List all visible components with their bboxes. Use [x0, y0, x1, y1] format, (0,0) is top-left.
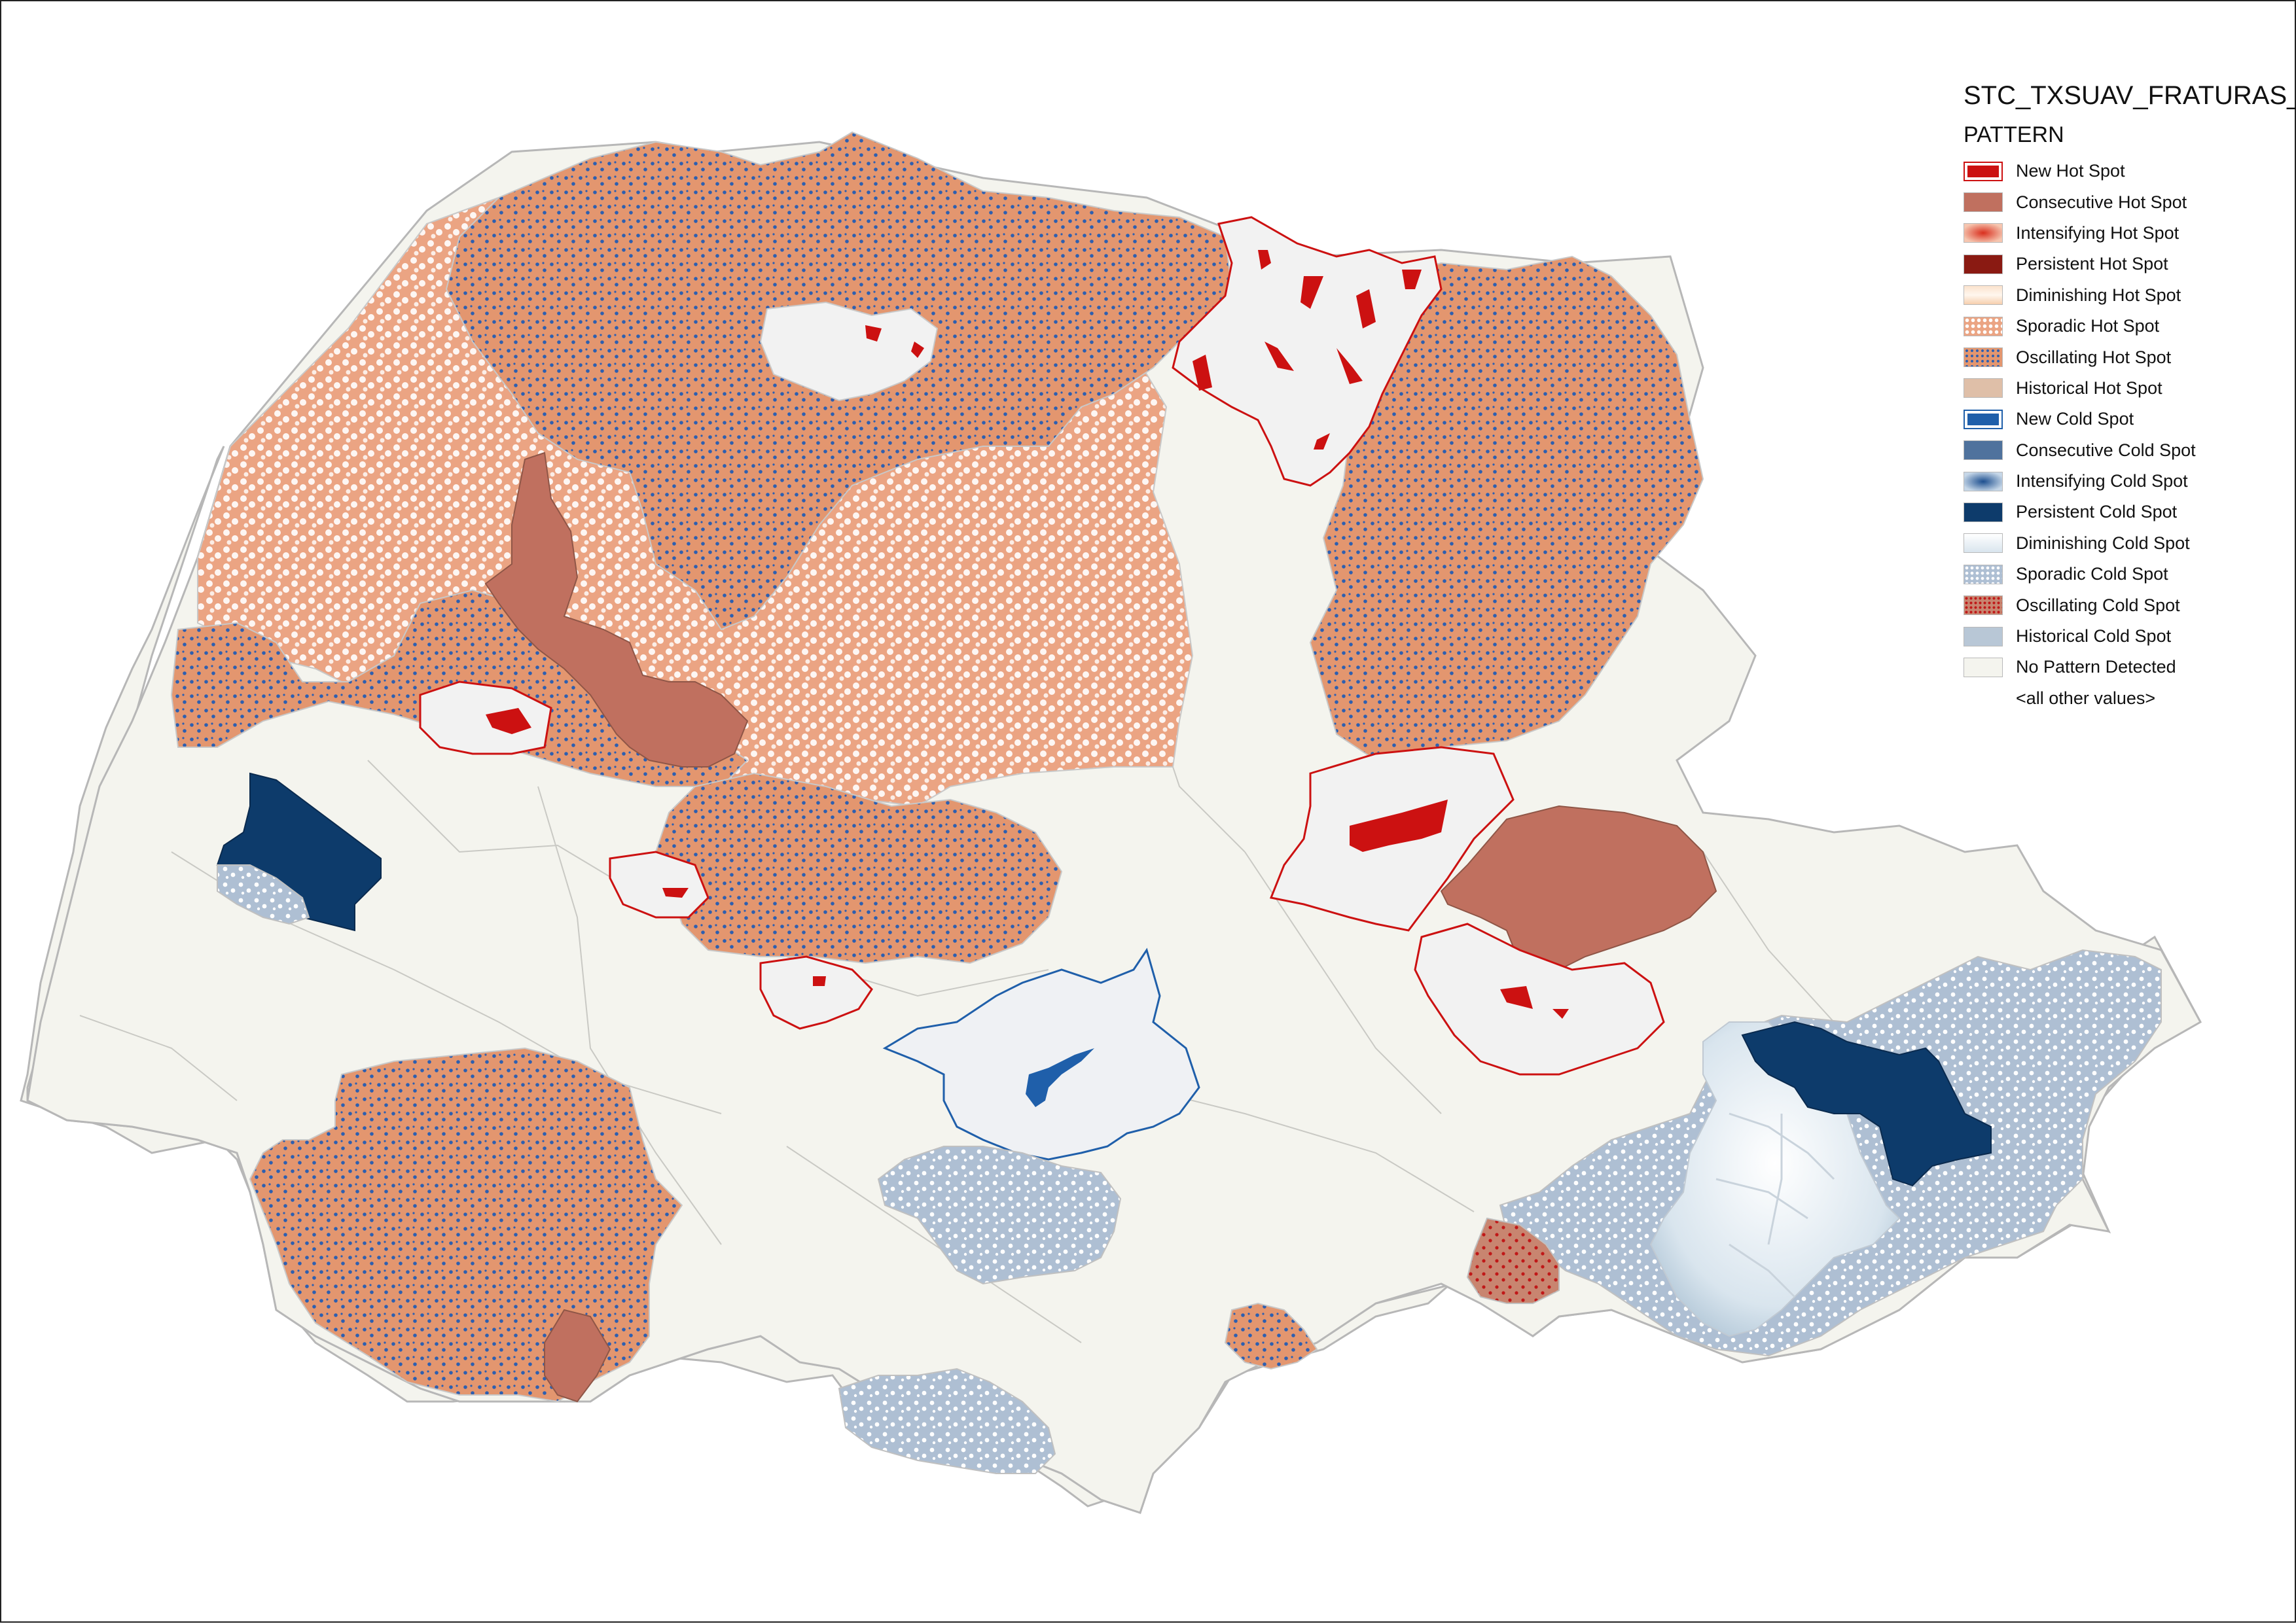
legend-swatch	[1964, 595, 2003, 616]
region-new-hot-northeast-cluster	[1172, 216, 1443, 487]
legend-item: Historical Cold Spot	[1964, 621, 2291, 652]
legend-label: Oscillating Cold Spot	[2016, 595, 2180, 615]
legend-swatch	[1964, 223, 2003, 243]
new-hot-spot-cores	[486, 250, 1569, 1019]
region-new-hot-center-small	[609, 851, 709, 919]
legend-label: Intensifying Cold Spot	[2016, 471, 2188, 491]
legend-item: Sporadic Cold Spot	[1964, 559, 2291, 590]
legend-item: Consecutive Hot Spot	[1964, 186, 2291, 217]
region-oscillating-cold	[1466, 1217, 1560, 1304]
region-oscillating-hot-small-south	[1224, 1302, 1318, 1370]
legend-swatch	[1964, 378, 2003, 398]
legend-field-name: PATTERN	[1964, 122, 2064, 147]
legend-item: New Hot Spot	[1964, 156, 2291, 186]
region-new-hot-east-south	[1414, 923, 1665, 1076]
legend-label: No Pattern Detected	[2016, 657, 2176, 677]
legend-item: Intensifying Cold Spot	[1964, 466, 2291, 497]
region-new-cold-center	[882, 947, 1200, 1161]
legend-label: Consecutive Hot Spot	[2016, 192, 2187, 212]
legend-items: New Hot Spot Consecutive Hot Spot Intensif…	[1964, 156, 2291, 714]
legend-label: Historical Hot Spot	[2016, 378, 2162, 398]
legend-label: <all other values>	[2016, 688, 2156, 708]
legend-item: New Cold Spot	[1964, 404, 2291, 434]
legend-label: Sporadic Hot Spot	[2016, 316, 2160, 336]
legend-item: Sporadic Hot Spot	[1964, 311, 2291, 342]
region-consecutive-hot-south	[544, 1309, 611, 1403]
legend-item: Historical Hot Spot	[1964, 373, 2291, 404]
legend-item: Consecutive Cold Spot	[1964, 435, 2291, 466]
legend-item: <all other values>	[1964, 683, 2291, 714]
legend-label: New Cold Spot	[2016, 409, 2134, 429]
legend-swatch	[1964, 471, 2003, 491]
region-sporadic-cold-south	[838, 1368, 1056, 1474]
legend-swatch	[1964, 347, 2003, 368]
map-legend: STC_TXSUAV_FRATURAS_ PATTERN New Hot Spo…	[1964, 79, 2296, 714]
region-sporadic-cold-west	[217, 864, 310, 925]
legend-item: Diminishing Hot Spot	[1964, 280, 2291, 311]
legend-item: Intensifying Hot Spot	[1964, 218, 2291, 249]
legend-item: No Pattern Detected	[1964, 652, 2291, 682]
legend-swatch	[1964, 440, 2003, 461]
legend-label: Persistent Hot Spot	[2016, 254, 2168, 274]
legend-title: STC_TXSUAV_FRATURAS_	[1964, 81, 2296, 110]
legend-swatch	[1964, 161, 2003, 181]
region-sporadic-cold-center	[877, 1146, 1122, 1285]
legend-swatch	[1964, 626, 2003, 646]
legend-swatch	[1964, 564, 2003, 584]
region-persistent-cold-east	[1741, 1021, 1992, 1187]
legend-swatch	[1964, 192, 2003, 213]
region-new-hot-west-small	[419, 680, 552, 755]
legend-swatch	[1964, 502, 2003, 522]
legend-item: Persistent Cold Spot	[1964, 497, 2291, 527]
region-oscillating-hot-center	[655, 772, 1063, 964]
legend-swatch	[1964, 316, 2003, 336]
legend-label: Intensifying Hot Spot	[2016, 222, 2179, 243]
legend-swatch	[1964, 533, 2003, 554]
legend-item: Oscillating Cold Spot	[1964, 590, 2291, 620]
region-new-hot-center-south	[759, 955, 873, 1030]
legend-swatch	[1964, 688, 2003, 708]
legend-label: Oscillating Hot Spot	[2016, 347, 2172, 367]
legend-swatch	[1964, 254, 2003, 274]
legend-swatch	[1964, 285, 2003, 306]
region-oscillating-hot-northeast	[1309, 255, 1704, 762]
legend-label: Sporadic Cold Spot	[2016, 564, 2168, 584]
legend-swatch	[1964, 657, 2003, 677]
legend-item: Persistent Hot Spot	[1964, 249, 2291, 279]
legend-item: Oscillating Hot Spot	[1964, 342, 2291, 372]
legend-label: New Hot Spot	[2016, 161, 2125, 181]
legend-label: Historical Cold Spot	[2016, 626, 2172, 646]
region-persistent-cold-west	[216, 772, 382, 932]
legend-label: Diminishing Hot Spot	[2016, 285, 2181, 305]
legend-label: Persistent Cold Spot	[2016, 502, 2178, 522]
legend-item: Diminishing Cold Spot	[1964, 528, 2291, 559]
new-cold-spot-core	[1026, 1048, 1094, 1107]
legend-swatch	[1964, 409, 2003, 429]
legend-label: Consecutive Cold Spot	[2016, 440, 2196, 460]
region-consecutive-hot-west	[484, 451, 749, 768]
region-consecutive-hot-east	[1440, 805, 1717, 971]
region-new-hot-north-cluster	[759, 301, 939, 402]
legend-label: Diminishing Cold Spot	[2016, 533, 2190, 553]
diminishing-cold-borders	[1715, 1112, 1835, 1298]
